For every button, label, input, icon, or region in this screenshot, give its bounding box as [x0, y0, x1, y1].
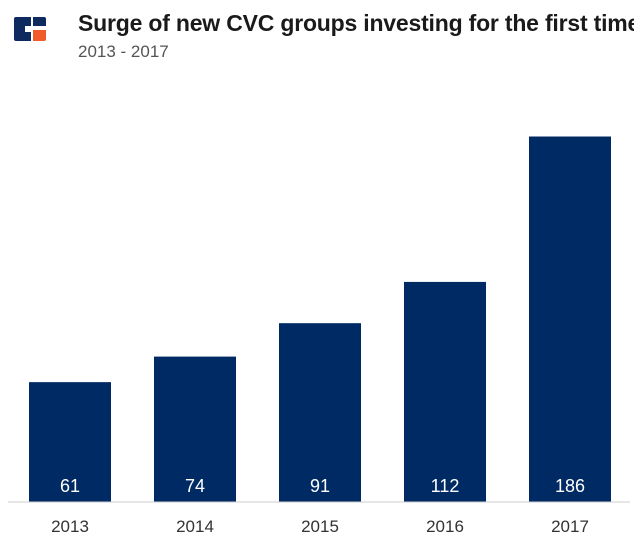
bar-2014: [154, 356, 236, 502]
bars-group: [29, 136, 611, 502]
x-axis-tick-labels: 2013 2014 2015 2016 2017: [51, 517, 589, 536]
x-tick-label-2015: 2015: [301, 517, 339, 536]
bar-value-label-2017: 186: [555, 476, 585, 496]
bar-value-label-2013: 61: [60, 476, 80, 496]
bar-2017: [529, 136, 611, 502]
bar-value-labels: 61 74 91 112 186: [60, 476, 585, 496]
cb-insights-logo-icon: [14, 17, 46, 41]
bar-value-label-2015: 91: [310, 476, 330, 496]
x-tick-label-2013: 2013: [51, 517, 89, 536]
chart-title: Surge of new CVC groups investing for th…: [78, 10, 634, 36]
bar-2013: [29, 382, 111, 502]
x-tick-label-2014: 2014: [176, 517, 214, 536]
bar-2016: [404, 281, 486, 502]
bar-value-label-2016: 112: [431, 476, 460, 496]
x-tick-label-2017: 2017: [551, 517, 589, 536]
bar-2015: [279, 323, 361, 502]
x-tick-label-2016: 2016: [426, 517, 464, 536]
chart-subtitle: 2013 - 2017: [78, 42, 169, 61]
chart-header: Surge of new CVC groups investing for th…: [0, 0, 634, 70]
bar-value-label-2014: 74: [185, 476, 205, 496]
